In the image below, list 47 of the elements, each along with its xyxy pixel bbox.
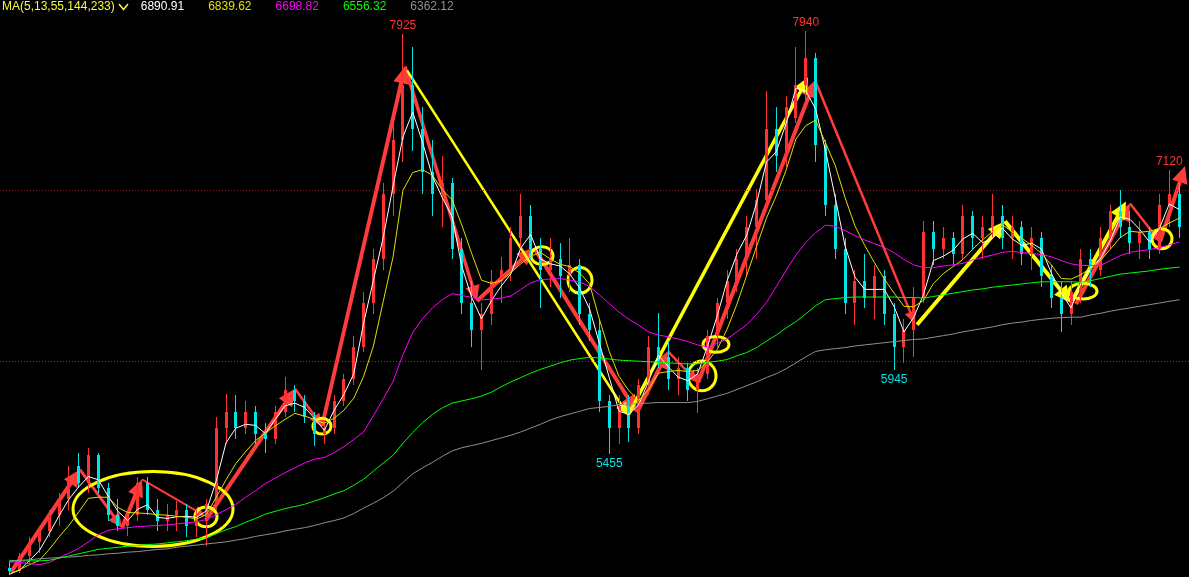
candlestick	[293, 384, 297, 413]
candlestick	[263, 422, 267, 454]
candlestick	[588, 302, 592, 342]
candlestick	[931, 220, 935, 266]
candlestick	[1049, 264, 1053, 309]
candlestick	[696, 367, 700, 414]
legend-title: MA(5,13,55,144,233)	[2, 0, 115, 13]
annotation: 7940	[792, 15, 820, 29]
candlestick	[617, 394, 621, 445]
candlestick	[1128, 210, 1132, 255]
text: 6839.62	[208, 0, 252, 13]
candlestick	[902, 318, 906, 364]
text: 6556.32	[342, 0, 387, 13]
candlestick	[37, 525, 41, 554]
candlestick	[981, 215, 985, 260]
candlestick	[283, 376, 287, 418]
candlestick	[1059, 280, 1063, 333]
candlestick	[725, 269, 729, 320]
candlestick	[47, 509, 51, 538]
candlestick	[57, 492, 61, 527]
candlestick	[77, 452, 81, 489]
candlestick	[853, 269, 857, 326]
candlestick	[8, 560, 12, 576]
candlestick	[28, 536, 32, 565]
annotation: 7925	[389, 17, 417, 32]
candlestick	[1148, 226, 1152, 260]
candlestick	[499, 256, 503, 304]
candlestick	[224, 393, 228, 445]
annotation: 7120	[1155, 154, 1183, 169]
candlestick	[175, 500, 179, 532]
text: 6890.91	[140, 0, 185, 13]
text: 6362.12	[410, 0, 454, 13]
candlestick	[627, 394, 631, 443]
text: 6698.82	[275, 0, 319, 13]
candlestick	[990, 193, 994, 239]
annotation: 5455	[595, 455, 623, 470]
candlestick	[254, 405, 258, 445]
candlestick	[735, 248, 739, 293]
candlestick	[116, 498, 120, 532]
candlestick	[234, 394, 238, 440]
candlestick	[519, 193, 523, 250]
candlestick	[244, 400, 248, 435]
annotation: 5945	[880, 372, 908, 387]
candlestick	[941, 226, 945, 260]
candlestick	[1138, 220, 1142, 260]
candlestick	[67, 465, 71, 511]
candlestick	[971, 210, 975, 250]
